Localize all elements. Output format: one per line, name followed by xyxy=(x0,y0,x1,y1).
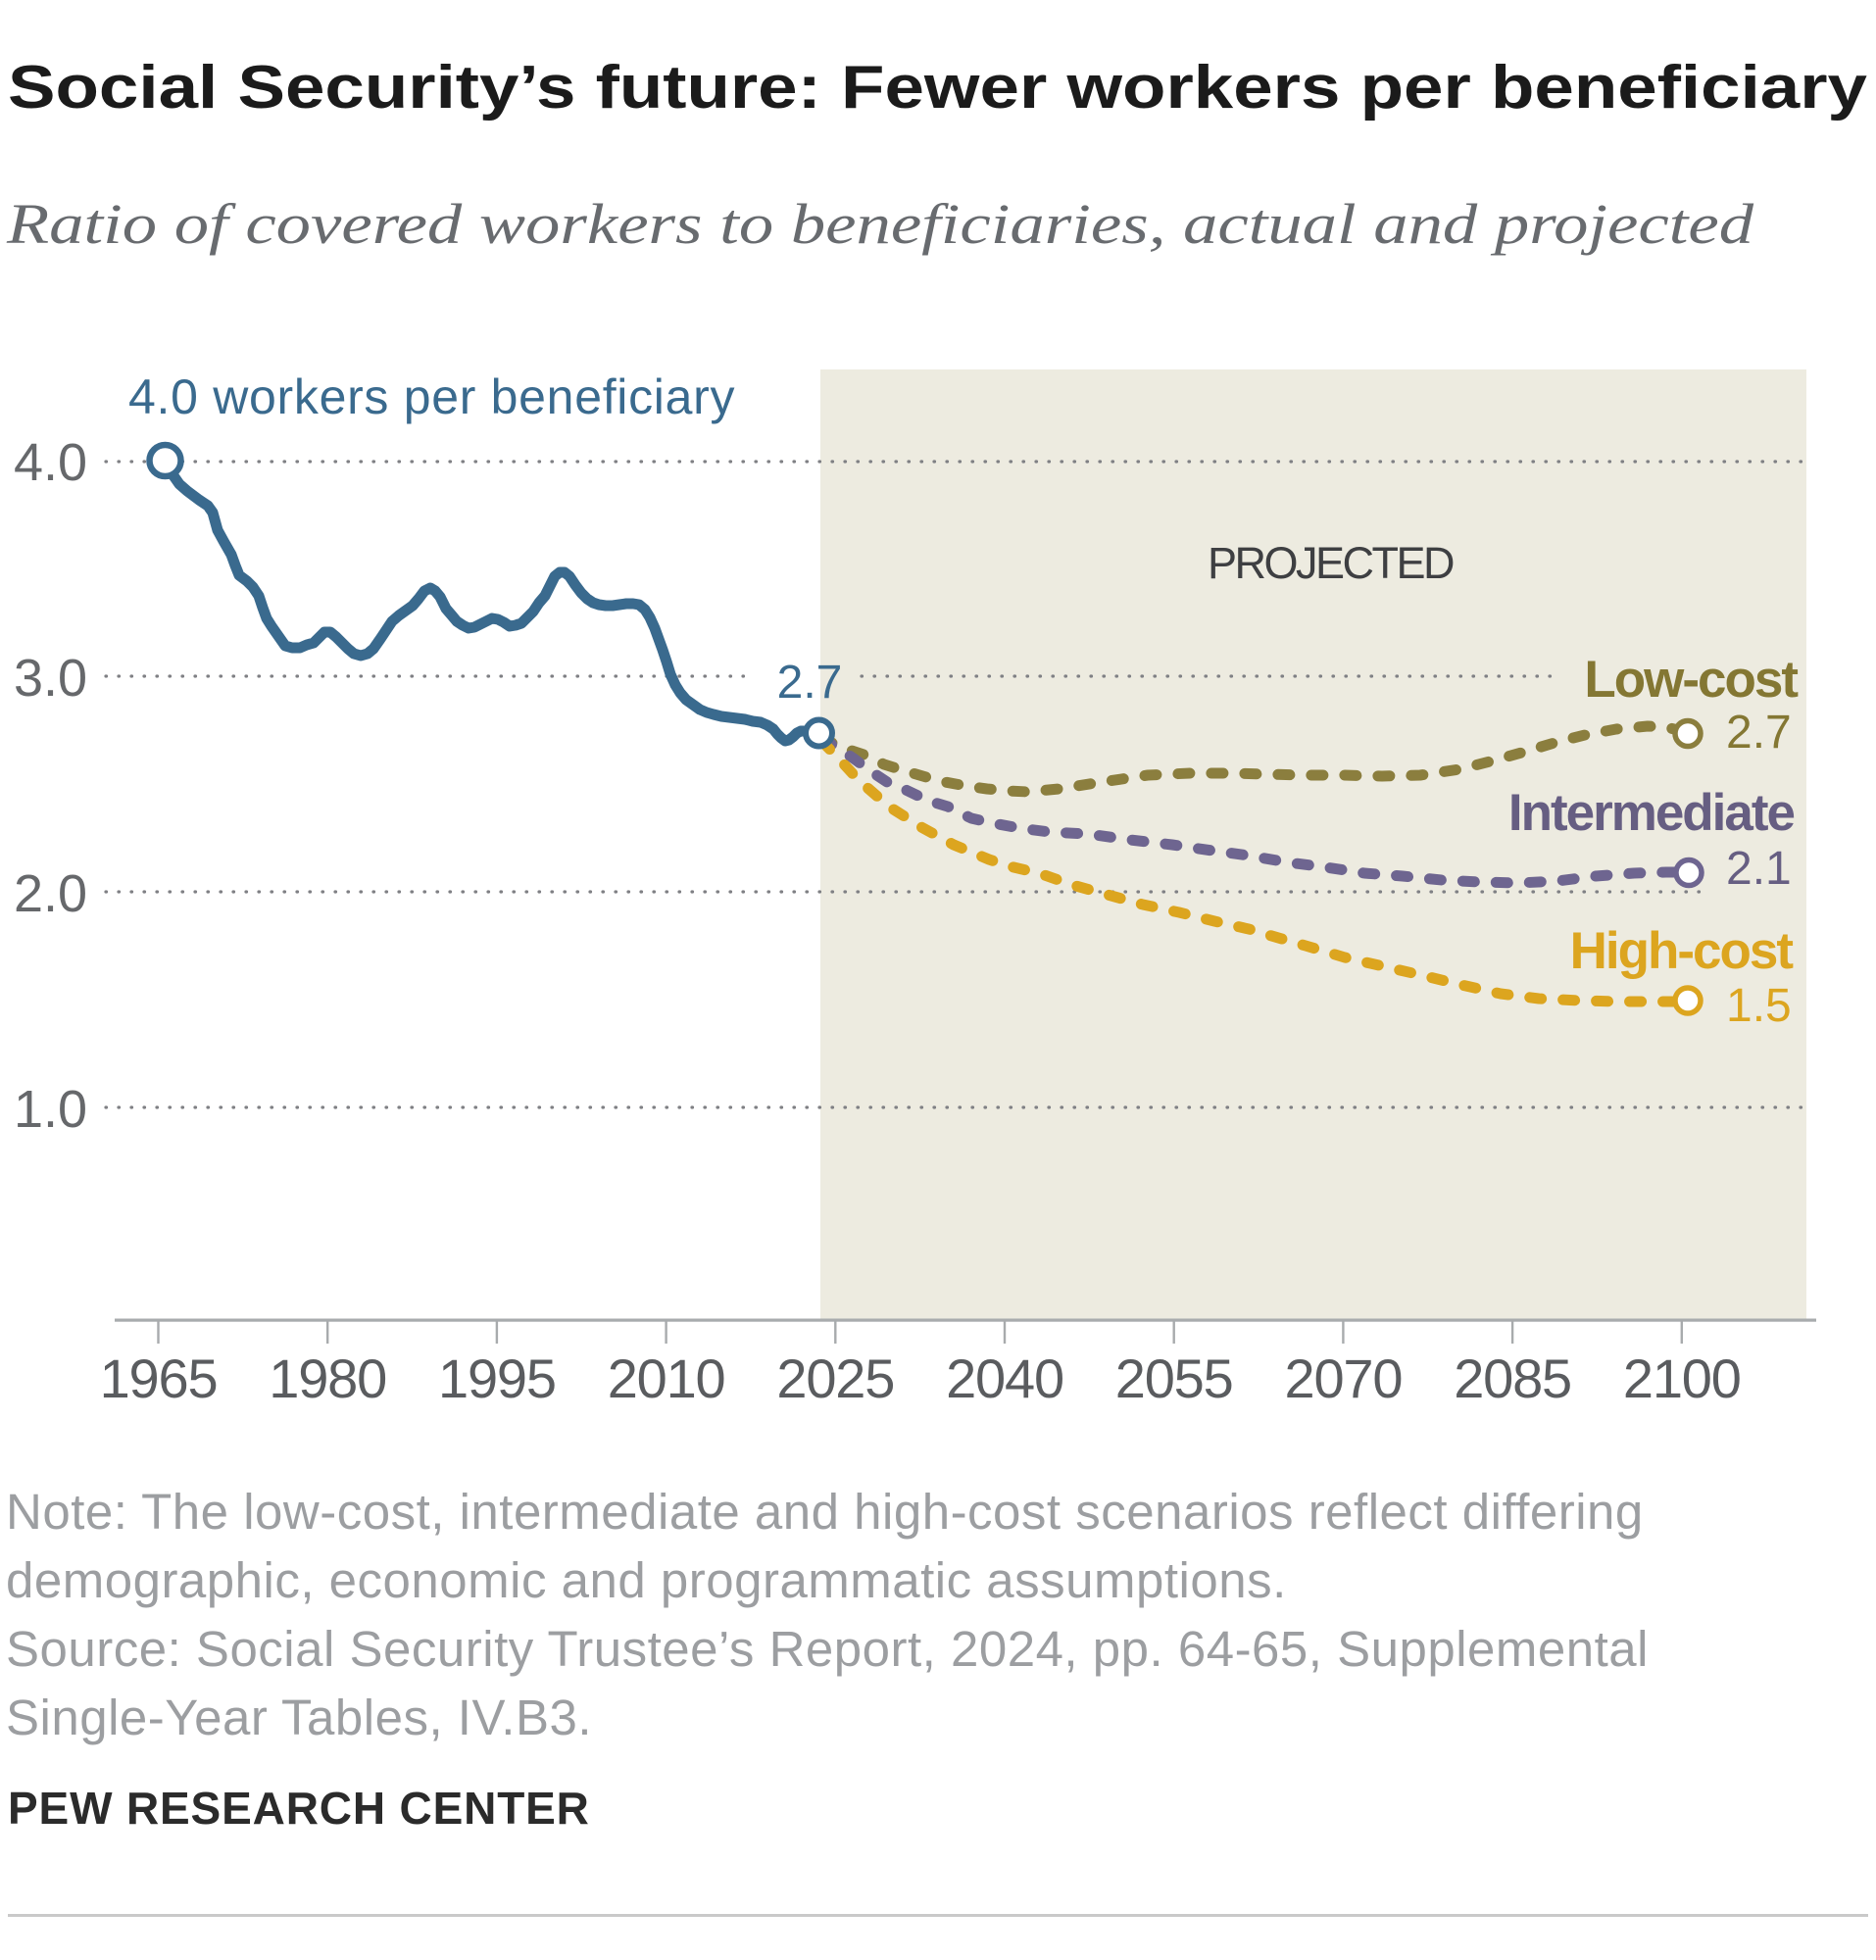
svg-text:2025: 2025 xyxy=(776,1348,894,1409)
svg-text:2.0: 2.0 xyxy=(14,864,87,923)
svg-text:1.0: 1.0 xyxy=(14,1080,87,1139)
svg-text:2.7: 2.7 xyxy=(777,657,843,709)
svg-text:3.0: 3.0 xyxy=(14,649,87,708)
svg-text:2070: 2070 xyxy=(1285,1348,1403,1409)
svg-text:1995: 1995 xyxy=(438,1348,556,1409)
svg-text:Low-cost: Low-cost xyxy=(1584,651,1798,709)
svg-text:2010: 2010 xyxy=(608,1348,725,1409)
svg-text:2.7: 2.7 xyxy=(1726,707,1792,759)
svg-text:1980: 1980 xyxy=(269,1348,386,1409)
svg-text:2100: 2100 xyxy=(1623,1348,1741,1409)
svg-text:2040: 2040 xyxy=(946,1348,1063,1409)
svg-text:2055: 2055 xyxy=(1115,1348,1233,1409)
svg-text:Intermediate: Intermediate xyxy=(1508,784,1795,842)
svg-text:2085: 2085 xyxy=(1454,1348,1571,1409)
svg-text:High-cost: High-cost xyxy=(1570,922,1794,980)
svg-text:1965: 1965 xyxy=(100,1348,218,1409)
svg-text:4.0 workers per beneficiary: 4.0 workers per beneficiary xyxy=(128,369,735,424)
svg-text:4.0: 4.0 xyxy=(14,433,87,492)
svg-text:2.1: 2.1 xyxy=(1726,843,1792,895)
svg-text:PROJECTED: PROJECTED xyxy=(1208,538,1454,588)
svg-text:1.5: 1.5 xyxy=(1726,980,1792,1032)
